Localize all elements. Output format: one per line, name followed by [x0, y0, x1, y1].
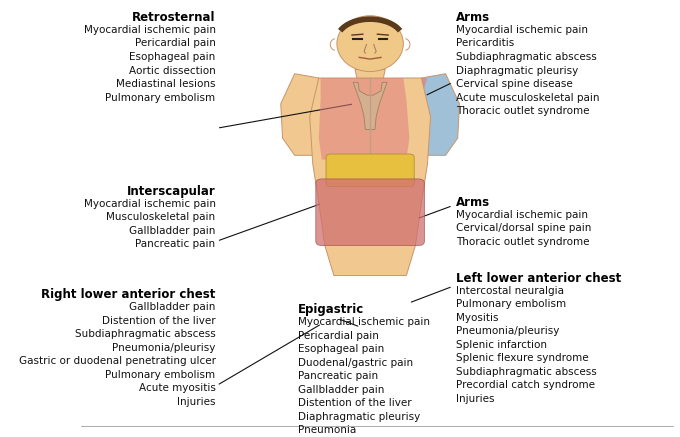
- Text: Diaphragmatic pleurisy: Diaphragmatic pleurisy: [298, 412, 420, 422]
- Text: Acute myositis: Acute myositis: [139, 383, 216, 393]
- Text: Acute musculoskeletal pain: Acute musculoskeletal pain: [456, 93, 599, 103]
- Text: Myocardial ischemic pain: Myocardial ischemic pain: [456, 210, 588, 220]
- Text: Interscapular: Interscapular: [126, 185, 216, 198]
- Text: Injuries: Injuries: [177, 397, 216, 407]
- Text: Gastric or duodenal penetrating ulcer: Gastric or duodenal penetrating ulcer: [18, 356, 216, 366]
- Text: Pericardial pain: Pericardial pain: [135, 38, 216, 49]
- Text: Distention of the liver: Distention of the liver: [102, 316, 216, 326]
- Text: Pulmonary embolism: Pulmonary embolism: [105, 93, 216, 103]
- Text: Splenic infarction: Splenic infarction: [456, 340, 547, 350]
- Polygon shape: [281, 74, 325, 155]
- Text: Pericardial pain: Pericardial pain: [298, 330, 379, 340]
- Text: Diaphragmatic pleurisy: Diaphragmatic pleurisy: [456, 66, 578, 76]
- Polygon shape: [415, 74, 460, 155]
- Text: Aortic dissection: Aortic dissection: [129, 66, 216, 76]
- Polygon shape: [309, 78, 430, 276]
- Text: Subdiaphragmatic abscess: Subdiaphragmatic abscess: [456, 367, 596, 377]
- Text: Myocardial ischemic pain: Myocardial ischemic pain: [456, 25, 588, 35]
- Text: Precordial catch syndrome: Precordial catch syndrome: [456, 380, 595, 390]
- Text: Subdiaphragmatic abscess: Subdiaphragmatic abscess: [75, 329, 216, 339]
- Text: Pericarditis: Pericarditis: [456, 38, 514, 49]
- Polygon shape: [353, 82, 387, 129]
- Text: Arms: Arms: [456, 11, 490, 24]
- FancyBboxPatch shape: [326, 154, 414, 187]
- FancyBboxPatch shape: [316, 179, 424, 246]
- Text: Cervical spine disease: Cervical spine disease: [456, 79, 573, 89]
- Text: Myocardial ischemic pain: Myocardial ischemic pain: [84, 199, 216, 209]
- Text: Myocardial ischemic pain: Myocardial ischemic pain: [298, 317, 430, 327]
- Text: Epigastric: Epigastric: [298, 303, 364, 316]
- Polygon shape: [319, 78, 409, 160]
- Text: Myositis: Myositis: [456, 313, 498, 323]
- Text: Musculoskeletal pain: Musculoskeletal pain: [106, 212, 216, 222]
- Text: Pneumonia/pleurisy: Pneumonia/pleurisy: [456, 326, 559, 336]
- Polygon shape: [407, 78, 428, 117]
- Text: Pancreatic pain: Pancreatic pain: [298, 371, 378, 381]
- Ellipse shape: [337, 16, 403, 72]
- Text: Cervical/dorsal spine pain: Cervical/dorsal spine pain: [456, 223, 591, 233]
- Text: Gallbladder pain: Gallbladder pain: [129, 226, 216, 236]
- Text: Pulmonary embolism: Pulmonary embolism: [456, 299, 566, 309]
- Text: Mediastinal lesions: Mediastinal lesions: [116, 79, 216, 89]
- Text: Pancreatic pain: Pancreatic pain: [135, 239, 216, 250]
- Text: Subdiaphragmatic abscess: Subdiaphragmatic abscess: [456, 52, 596, 62]
- Text: Gallbladder pain: Gallbladder pain: [129, 302, 216, 312]
- Polygon shape: [355, 69, 385, 78]
- Text: Pneumonia/pleurisy: Pneumonia/pleurisy: [112, 343, 216, 353]
- Text: Splenic flexure syndrome: Splenic flexure syndrome: [456, 353, 588, 363]
- Text: Pneumonia: Pneumonia: [298, 425, 356, 435]
- Text: Distention of the liver: Distention of the liver: [298, 398, 411, 408]
- Text: Injuries: Injuries: [456, 394, 494, 404]
- Text: Thoracic outlet syndrome: Thoracic outlet syndrome: [456, 237, 590, 247]
- Text: Arms: Arms: [456, 196, 490, 209]
- Text: Duodenal/gastric pain: Duodenal/gastric pain: [298, 357, 413, 368]
- Text: Thoracic outlet syndrome: Thoracic outlet syndrome: [456, 106, 590, 116]
- Text: Pulmonary embolism: Pulmonary embolism: [105, 370, 216, 380]
- Text: Left lower anterior chest: Left lower anterior chest: [456, 272, 621, 285]
- Text: Right lower anterior chest: Right lower anterior chest: [41, 288, 216, 302]
- Text: Gallbladder pain: Gallbladder pain: [298, 385, 384, 395]
- Text: Myocardial ischemic pain: Myocardial ischemic pain: [84, 25, 216, 35]
- Text: Esophageal pain: Esophageal pain: [298, 344, 384, 354]
- Text: Intercostal neuralgia: Intercostal neuralgia: [456, 286, 564, 296]
- Text: Esophageal pain: Esophageal pain: [129, 52, 216, 62]
- Text: Retrosternal: Retrosternal: [132, 11, 216, 24]
